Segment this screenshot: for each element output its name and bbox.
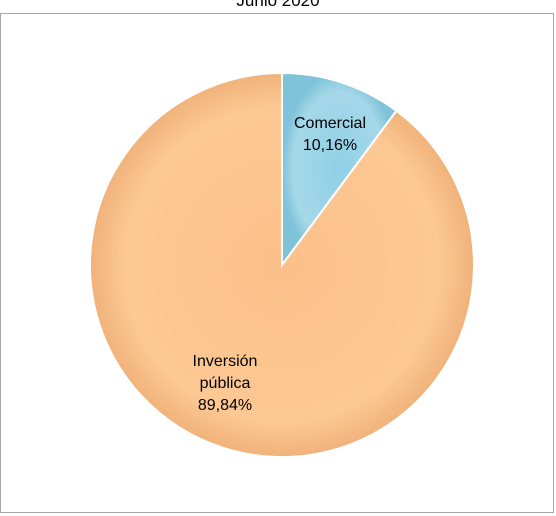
slice-category-label: pública [200,375,251,392]
slice-category-label: Comercial [294,115,366,132]
pie-slice-comercial [281,71,398,269]
slice-percent-label: 89,84% [198,397,252,414]
slice-percent-label: 10,16% [303,137,357,154]
pie-slice-inversion-publica [89,71,475,458]
chart-title: Junio 2020 [236,0,320,10]
slice-category-label: Inversión [193,353,258,370]
